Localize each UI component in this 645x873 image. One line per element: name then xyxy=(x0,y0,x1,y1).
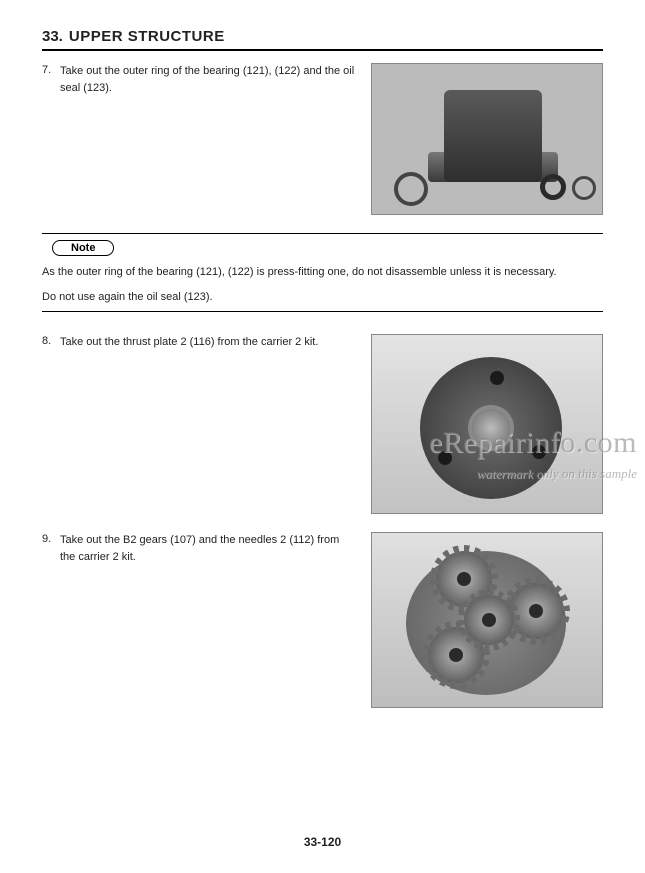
step-number: 9. xyxy=(42,532,60,545)
note-rule-bottom xyxy=(42,311,603,312)
step-text: Take out the outer ring of the bearing (… xyxy=(60,63,371,97)
step-photo-bearing-rings xyxy=(371,63,603,215)
note-rule-top xyxy=(42,233,603,234)
note-line: As the outer ring of the bearing (121), … xyxy=(42,262,603,287)
section-number: 33. xyxy=(42,28,63,45)
step-row: 8. Take out the thrust plate 2 (116) fro… xyxy=(42,334,603,514)
step-number: 7. xyxy=(42,63,60,76)
section-title: UPPER STRUCTURE xyxy=(69,28,225,45)
gear-icon xyxy=(464,595,514,645)
step-photo-thrust-plate xyxy=(371,334,603,514)
step-text: Take out the B2 gears (107) and the need… xyxy=(60,532,371,566)
step-number: 8. xyxy=(42,334,60,347)
step-row: 9. Take out the B2 gears (107) and the n… xyxy=(42,532,603,708)
step-photo-b2-gears xyxy=(371,532,603,708)
step-row: 7. Take out the outer ring of the bearin… xyxy=(42,63,603,215)
page-number: 33-120 xyxy=(0,835,645,849)
manual-page: 33. UPPER STRUCTURE 7. Take out the oute… xyxy=(0,0,645,708)
section-header: 33. UPPER STRUCTURE xyxy=(42,28,603,51)
note-block: Note As the outer ring of the bearing (1… xyxy=(42,233,603,312)
note-line: Do not use again the oil seal (123). xyxy=(42,287,603,312)
note-badge: Note xyxy=(52,240,114,256)
step-text: Take out the thrust plate 2 (116) from t… xyxy=(60,334,371,351)
